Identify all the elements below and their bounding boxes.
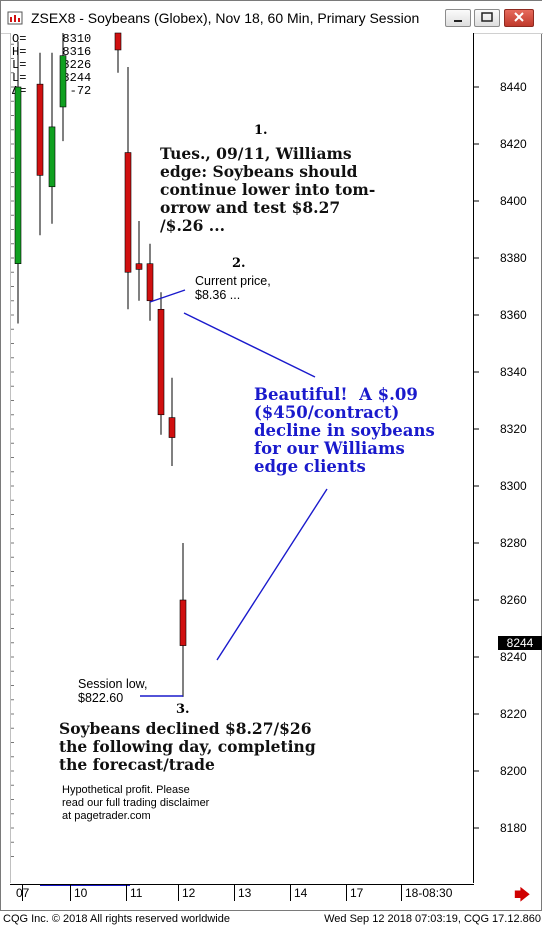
y-tick-label: 8200 xyxy=(500,764,527,778)
y-tick-label: 8400 xyxy=(500,194,527,208)
last-price-tag: 8244 xyxy=(498,636,542,650)
y-tick-label: 8180 xyxy=(500,821,527,835)
current-price-note: Current price, $8.36 ... xyxy=(195,274,271,302)
result-note: Beautiful! A $.09 ($450/contract) declin… xyxy=(254,385,435,476)
x-separator xyxy=(401,885,402,901)
x-tick-label: 12 xyxy=(182,886,196,900)
y-tick-label: 8360 xyxy=(500,308,527,322)
annotation-pointer-line xyxy=(216,488,328,661)
x-separator xyxy=(126,885,127,901)
ohlc-row: H= 8316 xyxy=(12,45,92,59)
ohlc-row: L= 8244 xyxy=(12,71,92,85)
annotation-pointer-line xyxy=(183,312,316,378)
x-tick-label: 07 xyxy=(16,886,30,900)
x-separator xyxy=(178,885,179,901)
y-tick-label: 8260 xyxy=(500,593,527,607)
y-tick-label: 8340 xyxy=(500,365,527,379)
candle-body xyxy=(135,263,143,270)
minimize-icon xyxy=(454,20,462,22)
ohlc-row: L= 8226 xyxy=(12,58,92,72)
x-tick-label: 11 xyxy=(130,886,143,900)
candle-body xyxy=(59,55,67,108)
forecast-note: Tues., 09/11, Williams edge: Soybeans sh… xyxy=(160,144,376,235)
x-tick-label: 14 xyxy=(294,886,308,900)
time-axis: 07 10 11 12 13 14 17 18-08:30 xyxy=(10,884,474,901)
session-low-note: Session low, $822.60 xyxy=(78,677,148,705)
x-separator xyxy=(234,885,235,901)
copyright-text: CQG Inc. © 2018 All rights reserved worl… xyxy=(3,913,230,925)
candle-body xyxy=(124,152,132,273)
plot-area[interactable] xyxy=(10,33,474,883)
y-tick-label: 8320 xyxy=(500,422,527,436)
x-tick-label: 13 xyxy=(238,886,252,900)
x-tick-label: 18-08:30 xyxy=(405,886,453,900)
candle-body xyxy=(146,263,154,302)
y-tick-label: 8280 xyxy=(500,536,527,550)
candle-body xyxy=(14,86,22,264)
chart-app-icon xyxy=(7,11,23,25)
candle-body xyxy=(179,599,187,646)
x-tick-label: 10 xyxy=(74,886,88,900)
y-tick-label: 8240 xyxy=(500,650,527,664)
candle-body xyxy=(114,32,122,51)
close-button[interactable] xyxy=(504,9,534,27)
title-bar[interactable]: ZSEX8 - Soybeans (Globex), Nov 18, 60 Mi… xyxy=(1,1,543,34)
close-icon xyxy=(514,12,524,22)
y-tick-label: 8420 xyxy=(500,137,527,151)
x-separator xyxy=(22,885,23,901)
x-separator xyxy=(70,885,71,901)
annotation-number-1: 1. xyxy=(254,123,268,138)
y-tick-label: 8300 xyxy=(500,479,527,493)
scroll-right-arrow-icon[interactable]: 🡆 xyxy=(514,887,531,904)
timestamp-text: Wed Sep 12 2018 07:03:19, CQG 17.12.860 xyxy=(324,913,541,925)
ohlc-readout: O= 8310 H= 8316 L= 8226 L= 8244 Δ= -72 xyxy=(12,33,91,98)
window-title: ZSEX8 - Soybeans (Globex), Nov 18, 60 Mi… xyxy=(31,10,420,26)
ohlc-row: O= 8310 xyxy=(12,32,92,46)
candle-body xyxy=(48,126,56,188)
annotation-number-2: 2. xyxy=(232,256,246,271)
candle-body xyxy=(36,83,44,176)
x-separator xyxy=(290,885,291,901)
disclaimer-note: Hypothetical profit. Please read our ful… xyxy=(62,784,210,822)
annotation-pointer-line xyxy=(149,289,186,303)
candle-body xyxy=(168,417,176,438)
maximize-button[interactable] xyxy=(474,9,500,27)
status-bar: CQG Inc. © 2018 All rights reserved worl… xyxy=(0,912,544,928)
minimize-button[interactable] xyxy=(445,9,471,27)
outcome-note: Soybeans declined $8.27/$26 the followin… xyxy=(59,719,316,774)
y-tick-label: 8380 xyxy=(500,251,527,265)
y-tick-label: 8220 xyxy=(500,707,527,721)
x-separator xyxy=(346,885,347,901)
candle-body xyxy=(157,308,165,416)
price-axis: 8180 8200 8220 8240 8260 8280 8300 8320 8340 8360… xyxy=(475,33,542,883)
x-tick-label: 17 xyxy=(350,886,364,900)
session-strip xyxy=(40,884,130,886)
maximize-icon xyxy=(481,12,493,22)
y-tick-label: 8440 xyxy=(500,80,527,94)
annotation-number-3: 3. xyxy=(176,702,190,717)
